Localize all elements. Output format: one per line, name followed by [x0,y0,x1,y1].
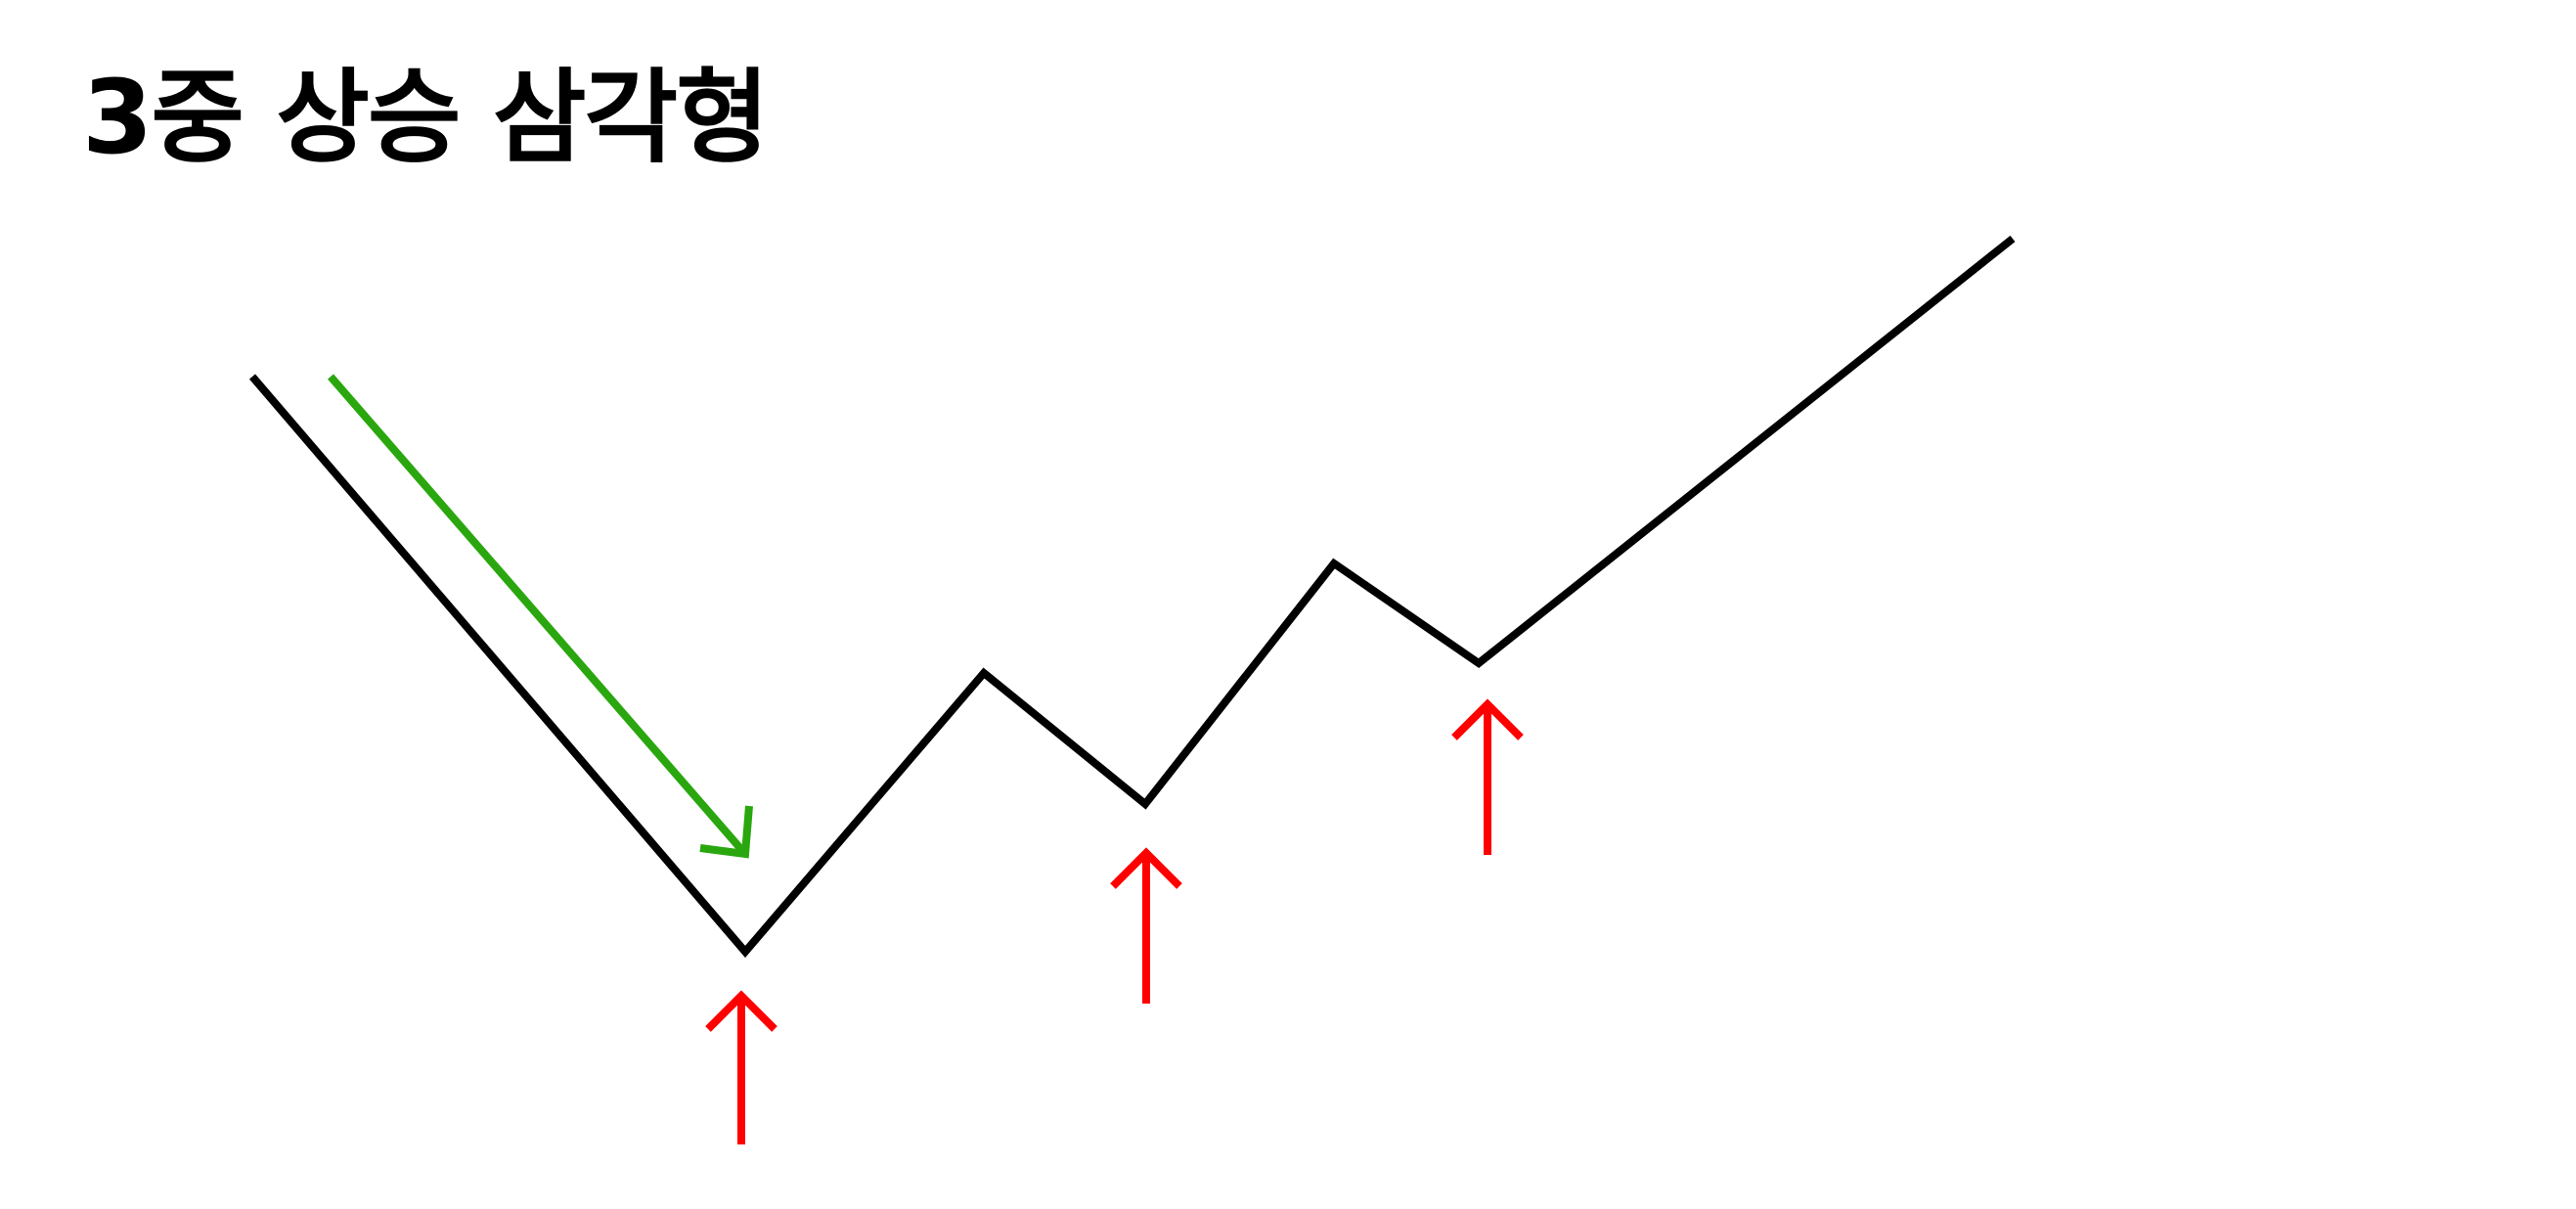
trend-arrow-icon [327,374,753,859]
page-title: 3중 상승 삼각형 [82,58,770,177]
support-arrow-icon-3 [1451,698,1524,855]
support-arrow-icon-2 [1110,847,1182,1004]
support-arrow-icon-1 [705,990,777,1144]
price-path-line [248,235,2016,959]
